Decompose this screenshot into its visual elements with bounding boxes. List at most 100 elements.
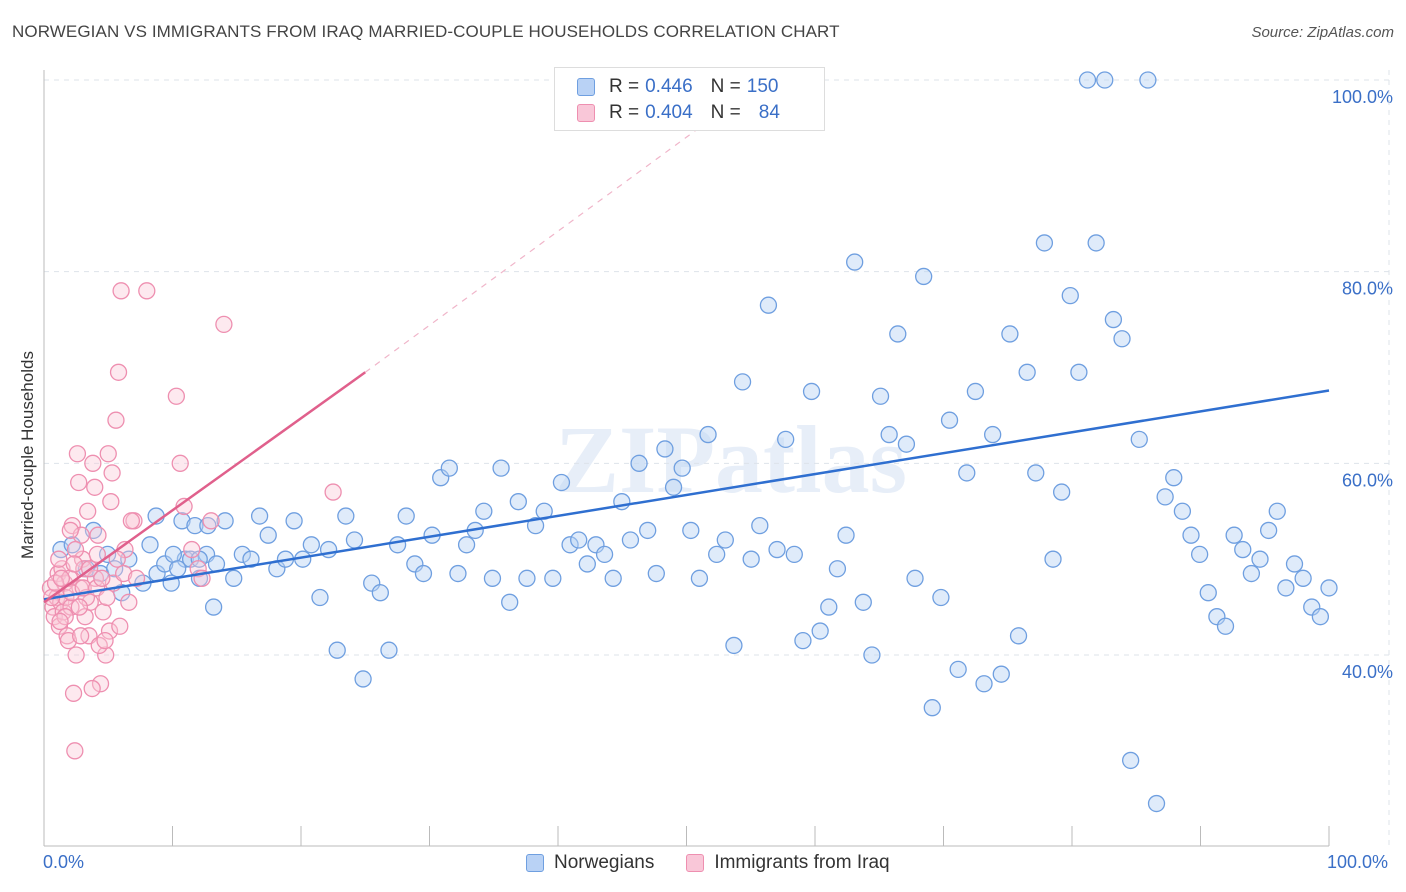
iraq-point (112, 282, 130, 300)
norwegians-point (777, 430, 795, 449)
iraq-point (51, 612, 69, 631)
y-tick-label: 80.0% (1342, 279, 1393, 299)
iraq-point (89, 526, 107, 544)
iraq-point (61, 521, 79, 540)
norwegians-point (363, 574, 381, 592)
norwegians-point (1078, 71, 1097, 89)
norwegians-point (380, 641, 398, 659)
norwegians-point (1320, 579, 1338, 597)
iraq-point (94, 603, 112, 621)
iraq-point (70, 473, 88, 492)
norwegians-point (1294, 569, 1312, 587)
norwegians-point (199, 516, 217, 535)
legend-n-value: 84 (758, 102, 780, 123)
norwegians-point (915, 267, 933, 286)
norwegians-point (690, 569, 709, 587)
norwegians-point (733, 373, 752, 391)
bottom-legend-norwegians[interactable]: Norwegians (526, 852, 654, 874)
norwegians-point (406, 555, 424, 573)
legend-r-value: 0.404 (645, 102, 693, 123)
iraq-point (93, 569, 111, 587)
norwegians-point (932, 588, 950, 607)
norwegians-point (1199, 584, 1217, 602)
norwegians-point (1070, 363, 1088, 381)
norwegians-point (1087, 234, 1105, 252)
iraq-point (100, 622, 119, 640)
bottom-legend-iraq[interactable]: Immigrants from Iraq (686, 852, 890, 874)
norwegians-point (1035, 234, 1054, 252)
norwegians-point (1165, 469, 1183, 487)
norwegians-point (871, 387, 890, 405)
norwegians-point (923, 699, 941, 717)
norwegians-point (682, 521, 700, 540)
norwegians-point (604, 569, 622, 587)
norwegians-point (1009, 627, 1028, 645)
iraq-point (67, 646, 85, 664)
norwegians-point (837, 526, 855, 544)
norwegians-point (432, 469, 450, 487)
norwegians-point (1156, 488, 1174, 506)
x-tick-max: 100.0% (1327, 852, 1389, 872)
x-tick-min: 0.0% (43, 852, 85, 872)
norwegians-point (483, 569, 502, 587)
norwegians-point (802, 382, 821, 401)
iraq-point (111, 617, 129, 635)
legend-swatch-blue (577, 78, 595, 96)
iraq-point (138, 282, 156, 300)
norwegians-point (794, 631, 812, 650)
norwegians-point (449, 564, 467, 583)
norwegians-point (397, 507, 415, 525)
norwegians-point (311, 588, 329, 607)
bottom-legend-label: Immigrants from Iraq (714, 852, 890, 873)
iraq-point (65, 555, 83, 573)
norwegians-point (1251, 550, 1269, 568)
norwegians-point (371, 584, 389, 602)
norwegians-point (552, 473, 571, 492)
iraq-point (64, 684, 83, 702)
iraq-point (50, 550, 68, 568)
iraq-point (66, 540, 85, 559)
norwegians-point (1096, 71, 1114, 89)
watermark: ZIPatlas (555, 406, 907, 513)
norwegians-point (204, 598, 223, 616)
iraq-point (86, 478, 104, 496)
norwegians-point (233, 545, 252, 564)
norwegians-point (457, 536, 476, 554)
norwegians-point (846, 253, 864, 271)
iraq-point (324, 483, 342, 501)
bottom-legend-swatch-blue (526, 854, 544, 872)
norwegians-point (1208, 608, 1226, 626)
norwegians-point (897, 435, 916, 453)
iraq-trendline (43, 371, 366, 604)
norwegians-point (725, 636, 743, 655)
norwegians-point (1303, 598, 1321, 616)
iraq-point (120, 593, 138, 611)
norwegians-point (889, 325, 907, 343)
norwegians-point (1242, 564, 1261, 583)
norwegians-point (958, 464, 976, 482)
y-tick-label: 60.0% (1342, 470, 1393, 490)
norwegians-point (992, 665, 1010, 683)
norwegians-point (328, 641, 346, 659)
norwegians-point (1277, 579, 1295, 597)
norwegians-point (984, 425, 1002, 444)
norwegians-point (1018, 363, 1036, 381)
iraq-point (103, 464, 121, 482)
norwegians-point (1173, 502, 1192, 520)
iraq-point (202, 512, 220, 530)
iraq-point (97, 646, 115, 664)
norwegians-point (639, 521, 657, 540)
norwegians-point (1104, 310, 1123, 329)
iraq-point (66, 742, 84, 760)
norwegians-point (1234, 540, 1252, 559)
iraq-point (115, 564, 133, 583)
norwegians-trendline (43, 389, 1330, 601)
legend-r-label: R = (609, 76, 640, 97)
norwegians-point (621, 531, 640, 549)
norwegians-point (1139, 71, 1157, 89)
norwegians-point (345, 531, 364, 549)
iraq-point (83, 679, 101, 698)
norwegians-point (699, 425, 717, 444)
iraq-point (79, 502, 97, 520)
norwegians-point (1053, 483, 1071, 501)
